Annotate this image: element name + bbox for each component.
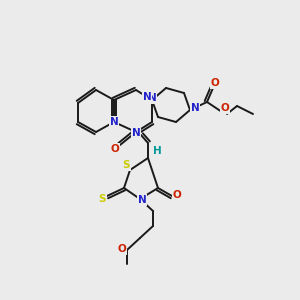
Text: N: N [148,93,156,103]
Text: S: S [98,194,106,204]
Text: O: O [220,103,230,113]
Text: O: O [172,190,182,200]
Text: N: N [110,117,118,127]
Text: N: N [190,103,200,113]
Text: O: O [111,144,119,154]
Text: N: N [132,128,140,138]
Text: N: N [142,92,152,102]
Text: H: H [153,146,161,156]
Text: S: S [122,160,130,170]
Text: O: O [211,78,219,88]
Text: O: O [118,244,126,254]
Text: N: N [138,195,146,205]
